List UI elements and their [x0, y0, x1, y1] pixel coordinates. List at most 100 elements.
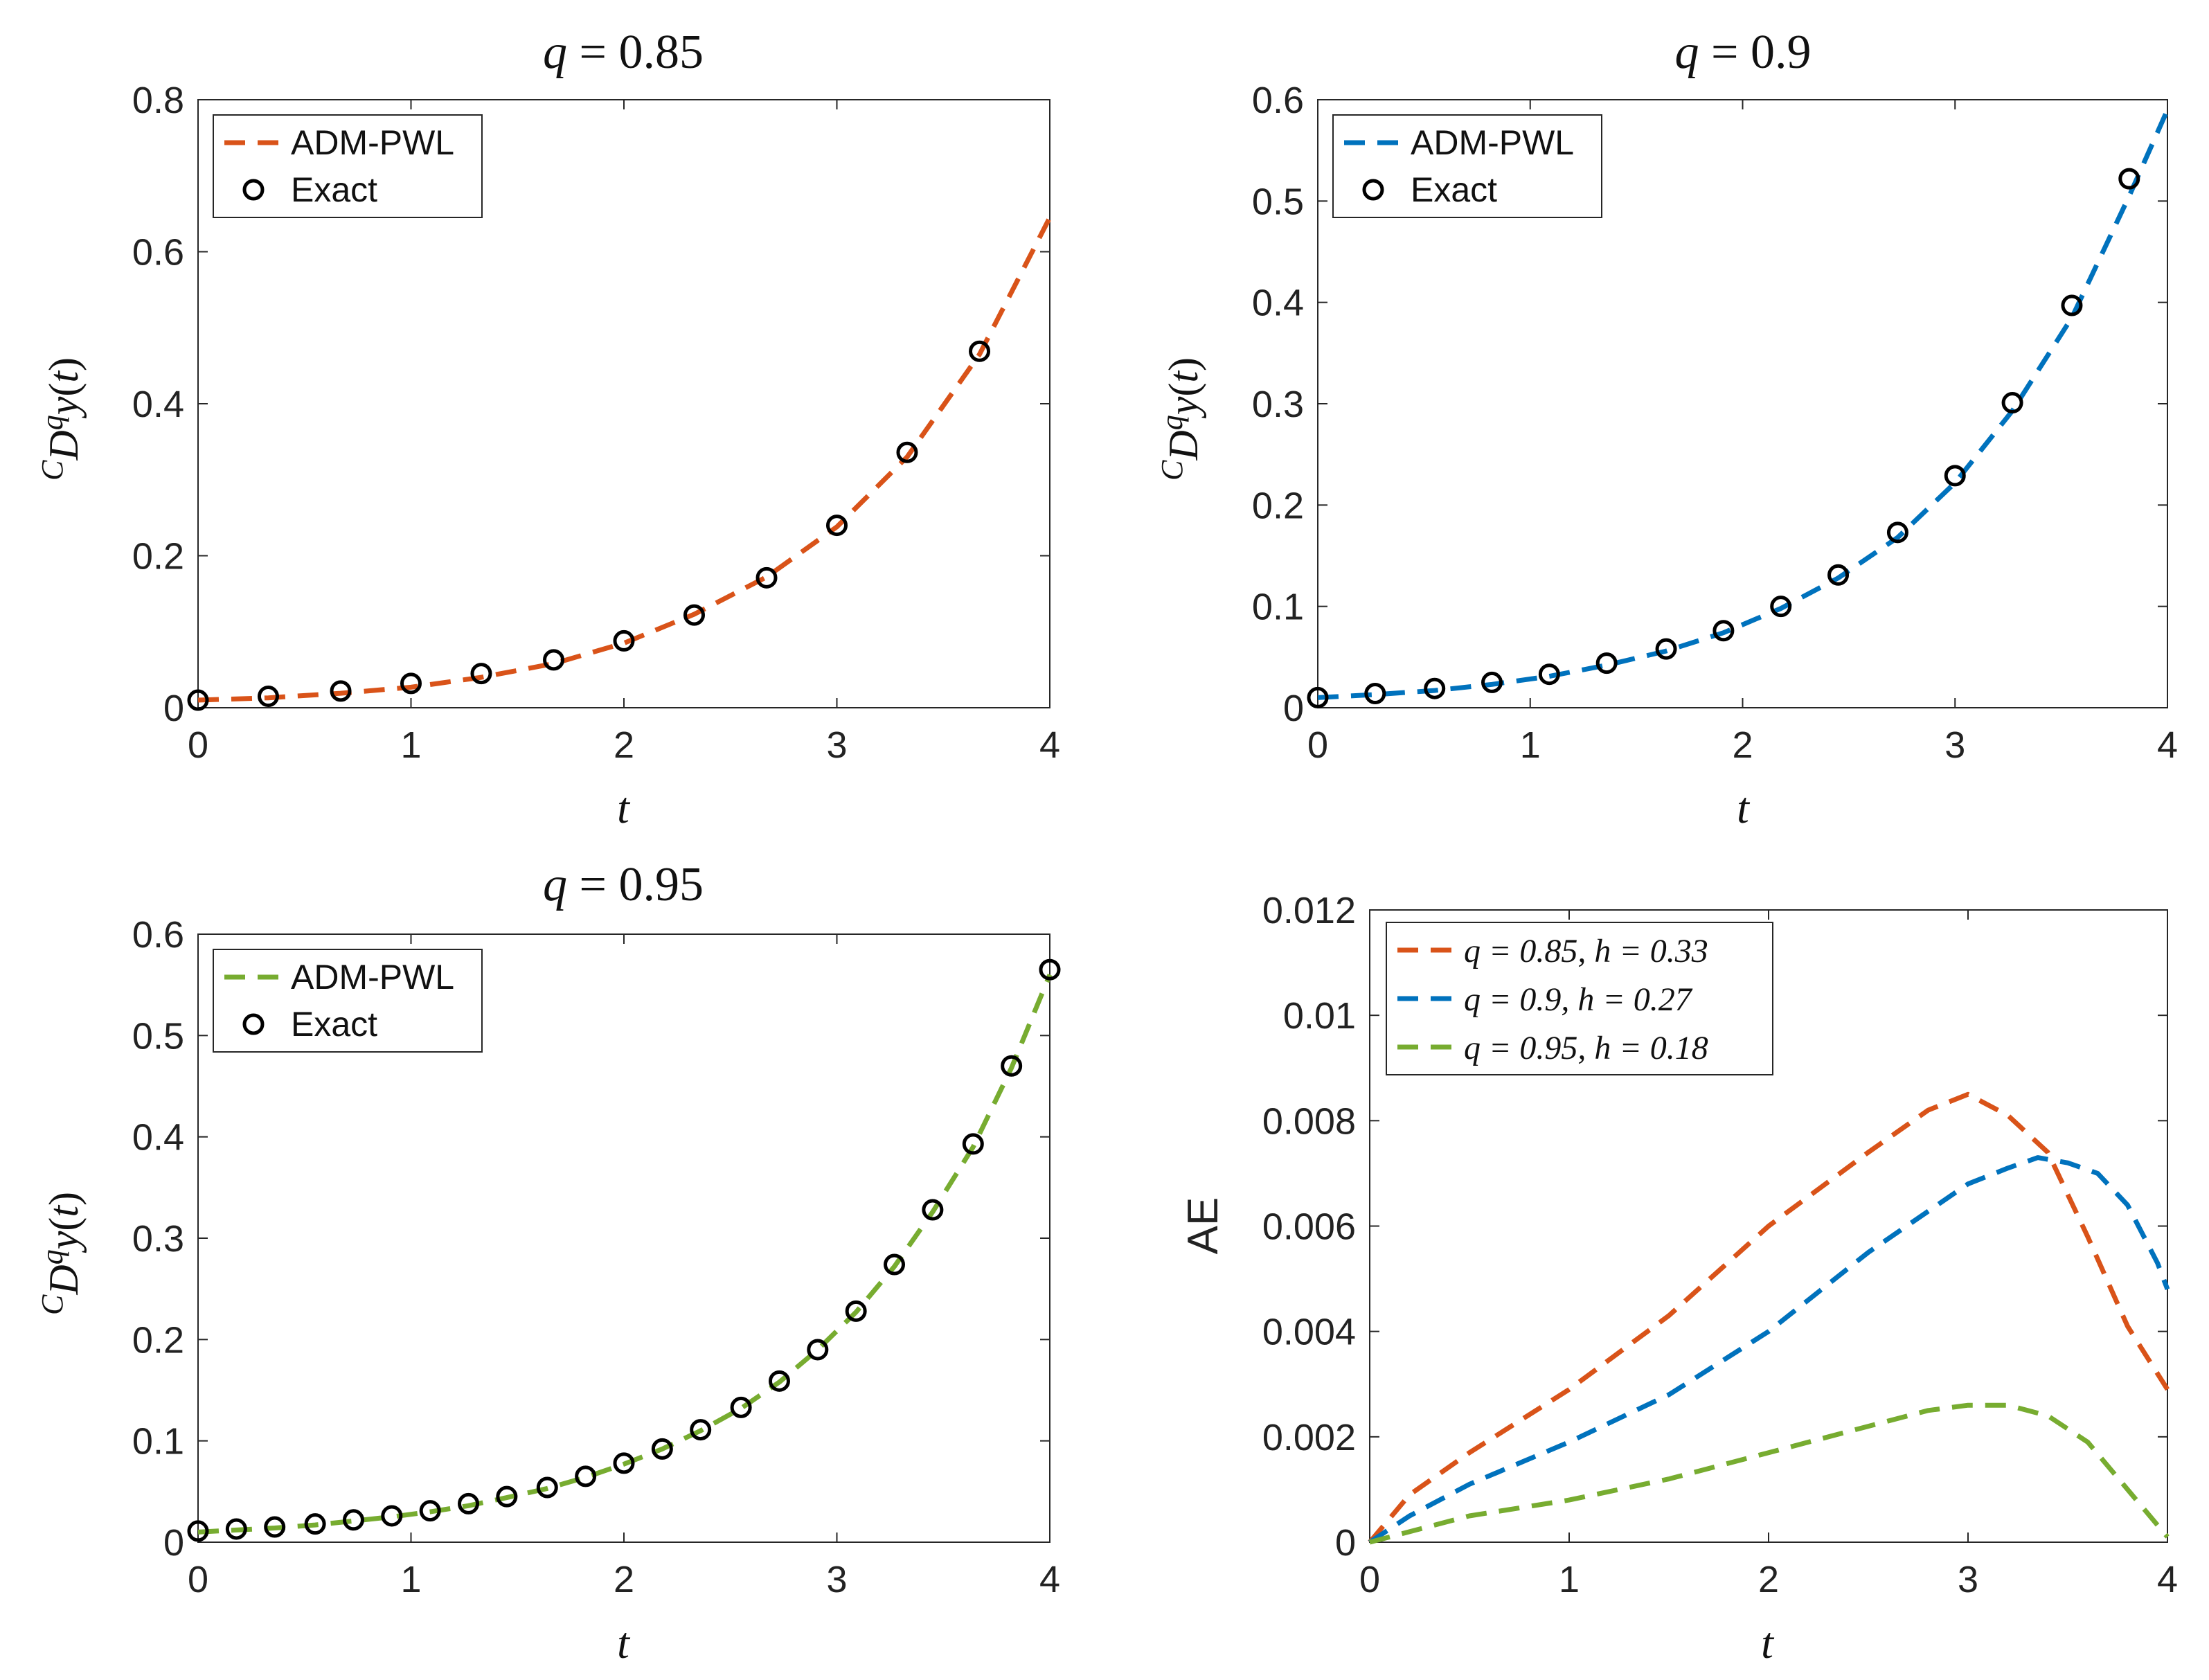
exact-marker	[2061, 294, 2083, 316]
y-axis-label: CDqy(t)	[35, 1192, 87, 1315]
ylabel-open: (	[41, 1217, 87, 1231]
ylabel-y: y	[41, 1231, 87, 1253]
x-tick-label: 2	[614, 1559, 634, 1600]
x-tick-label: 1	[400, 724, 421, 766]
exact-marker	[683, 604, 705, 626]
exact-marker	[400, 672, 422, 695]
exact-marker	[304, 1513, 326, 1535]
exact-marker	[458, 1492, 480, 1514]
series-line-q-0-85-h-0-33	[1368, 1091, 2170, 1544]
x-axis-label-text: t	[1761, 1618, 1775, 1668]
ylabel-sup-c: C	[35, 460, 69, 481]
x-tick-label: 1	[1520, 724, 1541, 766]
exact-marker	[342, 1509, 364, 1531]
exact-marker	[613, 629, 635, 652]
legend-label: q = 0.95, h = 0.18	[1464, 1030, 1708, 1066]
legend: ADM-PWL Exact	[213, 949, 483, 1053]
y-tick-label: 0.6	[132, 232, 184, 274]
exact-marker	[1712, 620, 1735, 642]
exact-marker	[826, 515, 848, 537]
ylabel-sup-q: q	[1155, 415, 1189, 430]
exact-marker	[962, 1133, 984, 1155]
series-line-adm-pwl	[197, 216, 1053, 703]
exact-marker	[1770, 596, 1792, 618]
y-tick-label: 0.6	[1252, 80, 1304, 121]
exact-marker	[381, 1505, 403, 1527]
y-tick-label: 0.004	[1262, 1312, 1356, 1353]
y-tick-label: 0.3	[1252, 384, 1304, 425]
y-tick-label: 0.5	[1252, 181, 1304, 222]
y-tick-label: 0.2	[132, 1319, 184, 1361]
y-tick-label: 0.6	[132, 914, 184, 956]
exact-marker	[2001, 392, 2023, 414]
exact-marker	[768, 1370, 790, 1392]
y-tick-label: 0.006	[1262, 1206, 1356, 1248]
ylabel-sup-c: C	[1155, 460, 1189, 481]
panel-title: q = 0.95	[543, 858, 704, 911]
series-line-adm-pwl	[197, 974, 1053, 1535]
ylabel-close: )	[1161, 357, 1206, 371]
plot-p2: 0 1 2 3 4 0 0.1 0.2 0.3 0.4 0.5 0.6 ADM-PWL Exact	[1252, 80, 2178, 766]
y-axis-label: CDqy(t)	[1155, 357, 1206, 481]
legend-marker-sample	[1362, 179, 1384, 201]
x-axis-label-text: t	[617, 1618, 631, 1668]
exact-marker	[575, 1465, 597, 1487]
ylabel-sup-c: C	[35, 1294, 69, 1315]
exact-marker	[470, 663, 492, 685]
ylabel-close: )	[41, 1192, 87, 1206]
ylabel-sup-q: q	[35, 415, 69, 430]
y-tick-label: 0	[163, 1522, 184, 1564]
exact-marker	[330, 680, 352, 702]
legend: ADM-PWL Exact	[213, 114, 483, 218]
ylabel-d: D	[41, 1265, 87, 1295]
title-var: q	[1675, 26, 1699, 79]
ylabel-sup-q: q	[35, 1249, 69, 1265]
x-tick-label: 2	[1758, 1559, 1779, 1600]
x-tick-label: 0	[1307, 724, 1328, 766]
y-axis-label-text: CDqy(t)	[35, 357, 87, 481]
title-eq: =	[567, 858, 618, 911]
x-tick-label: 2	[614, 724, 634, 766]
ylabel-t: t	[1161, 370, 1206, 383]
ylabel-open: (	[1161, 383, 1206, 397]
legend: q = 0.85, h = 0.33 q = 0.9, h = 0.27 q = 0…	[1386, 922, 1773, 1075]
exact-marker	[755, 566, 778, 589]
x-tick-label: 1	[400, 1559, 421, 1600]
exact-marker	[1655, 638, 1677, 660]
panel-q095: q = 0.95 t CDqy(t)	[35, 858, 704, 1668]
legend-label: q = 0.9, h = 0.27	[1464, 981, 1693, 1018]
exact-marker	[1307, 686, 1329, 708]
exact-marker	[1827, 564, 1850, 586]
exact-marker	[807, 1339, 829, 1361]
exact-marker	[1944, 465, 1966, 487]
ylabel-open: (	[41, 383, 87, 397]
x-tick-label: 3	[826, 1559, 847, 1600]
legend-label: Exact	[1411, 170, 1497, 209]
x-tick-label: 4	[2157, 1559, 2178, 1600]
title-value: 0.95	[618, 858, 704, 911]
y-tick-label: 0.1	[1252, 587, 1304, 628]
exact-marker	[419, 1500, 441, 1522]
panel-title: q = 0.9	[1675, 26, 1812, 79]
title-value: 0.85	[618, 26, 704, 79]
exact-marker	[613, 1452, 635, 1474]
exact-marker	[225, 1518, 247, 1540]
panel-q09: q = 0.9 t CDqy(t)	[1155, 26, 1811, 832]
y-axis-label-text: CDqy(t)	[35, 1192, 87, 1315]
legend-box	[1332, 114, 1602, 218]
y-tick-label: 0.2	[1252, 485, 1304, 526]
legend-box	[213, 949, 483, 1053]
exact-marker	[1538, 663, 1560, 686]
exact-marker	[1424, 677, 1446, 699]
y-tick-label: 0	[1283, 688, 1304, 729]
y-tick-label: 0.012	[1262, 890, 1356, 931]
legend-box	[213, 114, 483, 218]
exact-marker	[496, 1485, 518, 1508]
y-tick-label: 0.1	[132, 1421, 184, 1463]
ylabel-y: y	[1161, 396, 1206, 419]
exact-marker	[1001, 1055, 1023, 1077]
panel-title: q = 0.85	[543, 26, 704, 79]
y-tick-label: 0.4	[132, 384, 184, 425]
